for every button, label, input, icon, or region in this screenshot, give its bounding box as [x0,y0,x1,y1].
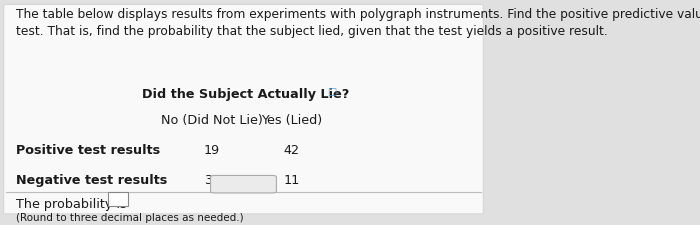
FancyBboxPatch shape [211,176,276,193]
Text: (Round to three decimal places as needed.): (Round to three decimal places as needed… [16,213,244,223]
Text: Yes (Lied): Yes (Lied) [261,114,323,126]
Text: No (Did Not Lie): No (Did Not Lie) [161,114,263,126]
Text: ...: ... [239,179,248,189]
Text: 42: 42 [284,144,300,157]
Text: Positive test results: Positive test results [16,144,160,157]
Text: 19: 19 [204,144,220,157]
Text: The probability is: The probability is [16,198,127,211]
Text: □: □ [327,87,336,97]
Text: 11: 11 [284,174,300,187]
FancyBboxPatch shape [108,192,128,206]
Text: Did the Subject Actually Lie?: Did the Subject Actually Lie? [142,88,349,101]
Text: Negative test results: Negative test results [16,174,167,187]
Text: The table below displays results from experiments with polygraph instruments. Fi: The table below displays results from ex… [16,8,700,38]
FancyBboxPatch shape [4,5,483,214]
Text: 30: 30 [204,174,220,187]
